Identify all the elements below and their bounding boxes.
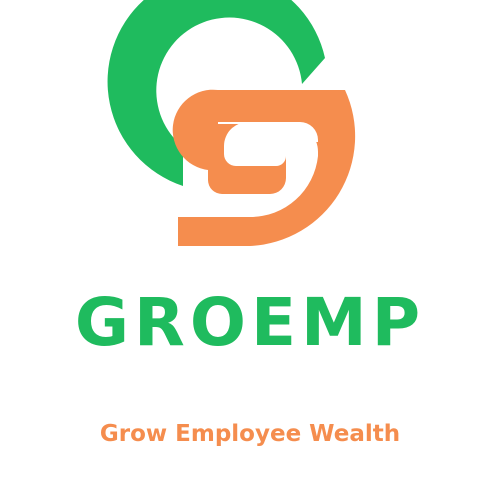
logo-orange-g <box>172 89 356 246</box>
logo-green-arc <box>107 0 325 186</box>
brand-name: GROEMP <box>74 284 426 361</box>
groemp-g-logo-icon <box>107 0 356 246</box>
brand-tagline: Grow Employee Wealth <box>99 421 401 447</box>
